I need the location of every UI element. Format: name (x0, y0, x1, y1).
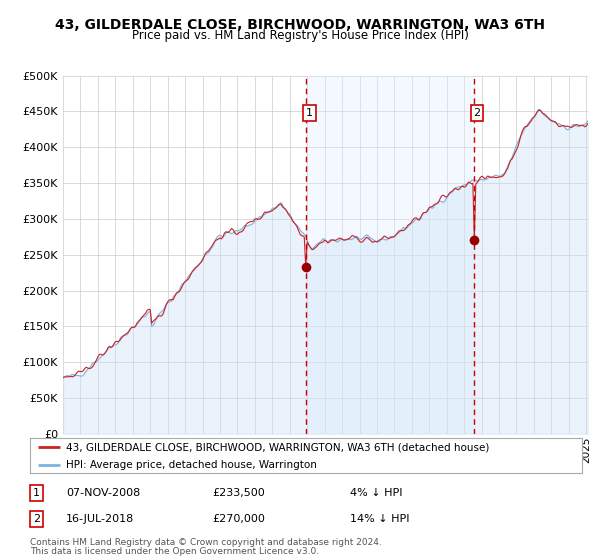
Text: 14% ↓ HPI: 14% ↓ HPI (350, 514, 410, 524)
Text: 43, GILDERDALE CLOSE, BIRCHWOOD, WARRINGTON, WA3 6TH: 43, GILDERDALE CLOSE, BIRCHWOOD, WARRING… (55, 18, 545, 32)
Text: 16-JUL-2018: 16-JUL-2018 (66, 514, 134, 524)
Text: 1: 1 (33, 488, 40, 498)
Text: HPI: Average price, detached house, Warrington: HPI: Average price, detached house, Warr… (66, 460, 317, 469)
Text: 1: 1 (306, 108, 313, 118)
Text: Contains HM Land Registry data © Crown copyright and database right 2024.: Contains HM Land Registry data © Crown c… (30, 538, 382, 547)
Text: This data is licensed under the Open Government Licence v3.0.: This data is licensed under the Open Gov… (30, 547, 319, 556)
Text: £270,000: £270,000 (212, 514, 265, 524)
Text: 2: 2 (33, 514, 40, 524)
Bar (306, 76, 473, 434)
Text: 4% ↓ HPI: 4% ↓ HPI (350, 488, 403, 498)
Text: 07-NOV-2008: 07-NOV-2008 (66, 488, 140, 498)
Text: £233,500: £233,500 (212, 488, 265, 498)
Text: 2: 2 (473, 108, 481, 118)
Text: Price paid vs. HM Land Registry's House Price Index (HPI): Price paid vs. HM Land Registry's House … (131, 29, 469, 42)
Text: 43, GILDERDALE CLOSE, BIRCHWOOD, WARRINGTON, WA3 6TH (detached house): 43, GILDERDALE CLOSE, BIRCHWOOD, WARRING… (66, 442, 489, 452)
